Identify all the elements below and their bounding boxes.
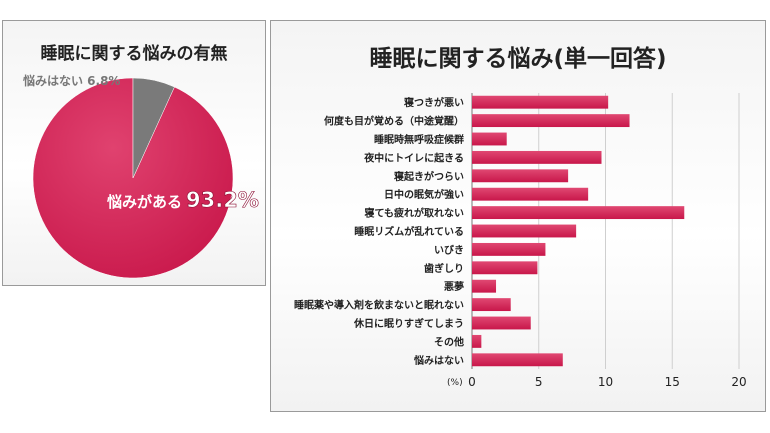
bar (472, 334, 482, 348)
category-label: 寝ても疲れが取れない (365, 207, 465, 220)
category-label: 悩みはない (413, 354, 464, 367)
pie-chart-panel: 睡眠に関する悩みの有無 悩みはない 6.8% 悩みがある 93.2% (2, 20, 266, 286)
x-tick-label: 20 (731, 375, 746, 389)
category-label: 睡眠リズムが乱れている (354, 225, 464, 238)
pie-chart-title: 睡眠に関する悩みの有無 (40, 44, 228, 64)
bar-chart-title: 睡眠に関する悩み(単一回答) (369, 46, 667, 72)
category-label: 寝つきが悪い (404, 96, 464, 109)
bar (472, 206, 685, 220)
bar (472, 279, 497, 293)
bar (472, 316, 531, 330)
bar (472, 132, 507, 146)
x-tick-label: 10 (598, 375, 613, 389)
category-label: 睡眠薬や導入剤を飲まないと眠れない (294, 299, 464, 312)
bar (472, 224, 577, 238)
category-label: その他 (434, 335, 464, 348)
x-axis-unit-label: (%) (447, 378, 463, 388)
bar-chart-panel: 睡眠に関する悩み(単一回答) 寝つきが悪い何度も目が覚める（中途覚醒） 睡眠時無呼… (270, 20, 766, 412)
category-label: 休日に眠りすぎてしまう (353, 317, 464, 330)
category-label: 何度も目が覚める（中途覚醒） (324, 115, 464, 128)
bar (472, 187, 589, 201)
pie-label-yes: 悩みがある 93.2% (106, 188, 259, 212)
bar (472, 298, 511, 312)
bar-chart: 寝つきが悪い何度も目が覚める（中途覚醒）睡眠時無呼吸症候群夜中にトイレに起きる寝… (294, 93, 747, 389)
category-label: いびき (434, 243, 464, 256)
category-label: 歯ぎしり (424, 262, 464, 275)
category-label: 寝起きがつらい (394, 170, 464, 183)
x-tick-label: 5 (535, 375, 543, 389)
bar (472, 353, 563, 367)
x-tick-label: 15 (665, 375, 680, 389)
bar (472, 242, 546, 256)
category-label: 夜中にトイレに起きる (363, 151, 464, 164)
category-label: 日中の眠気が強い (384, 188, 464, 201)
category-label: 悪夢 (444, 280, 464, 293)
pie-label-yes-name: 悩みがある (106, 193, 182, 211)
bar (472, 95, 609, 109)
x-tick-label: 0 (468, 375, 476, 389)
pie-chart: 悩みはない 6.8% 悩みがある 93.2% (22, 73, 259, 279)
category-label: 睡眠時無呼吸症候群 (374, 133, 464, 146)
bar (472, 114, 630, 128)
bar (472, 169, 569, 183)
pie-label-no: 悩みはない 6.8% (22, 73, 120, 88)
pie-slice-no (132, 77, 175, 179)
bar (472, 150, 602, 164)
pie-label-yes-value: 93.2% (186, 188, 259, 212)
bar (472, 261, 538, 275)
